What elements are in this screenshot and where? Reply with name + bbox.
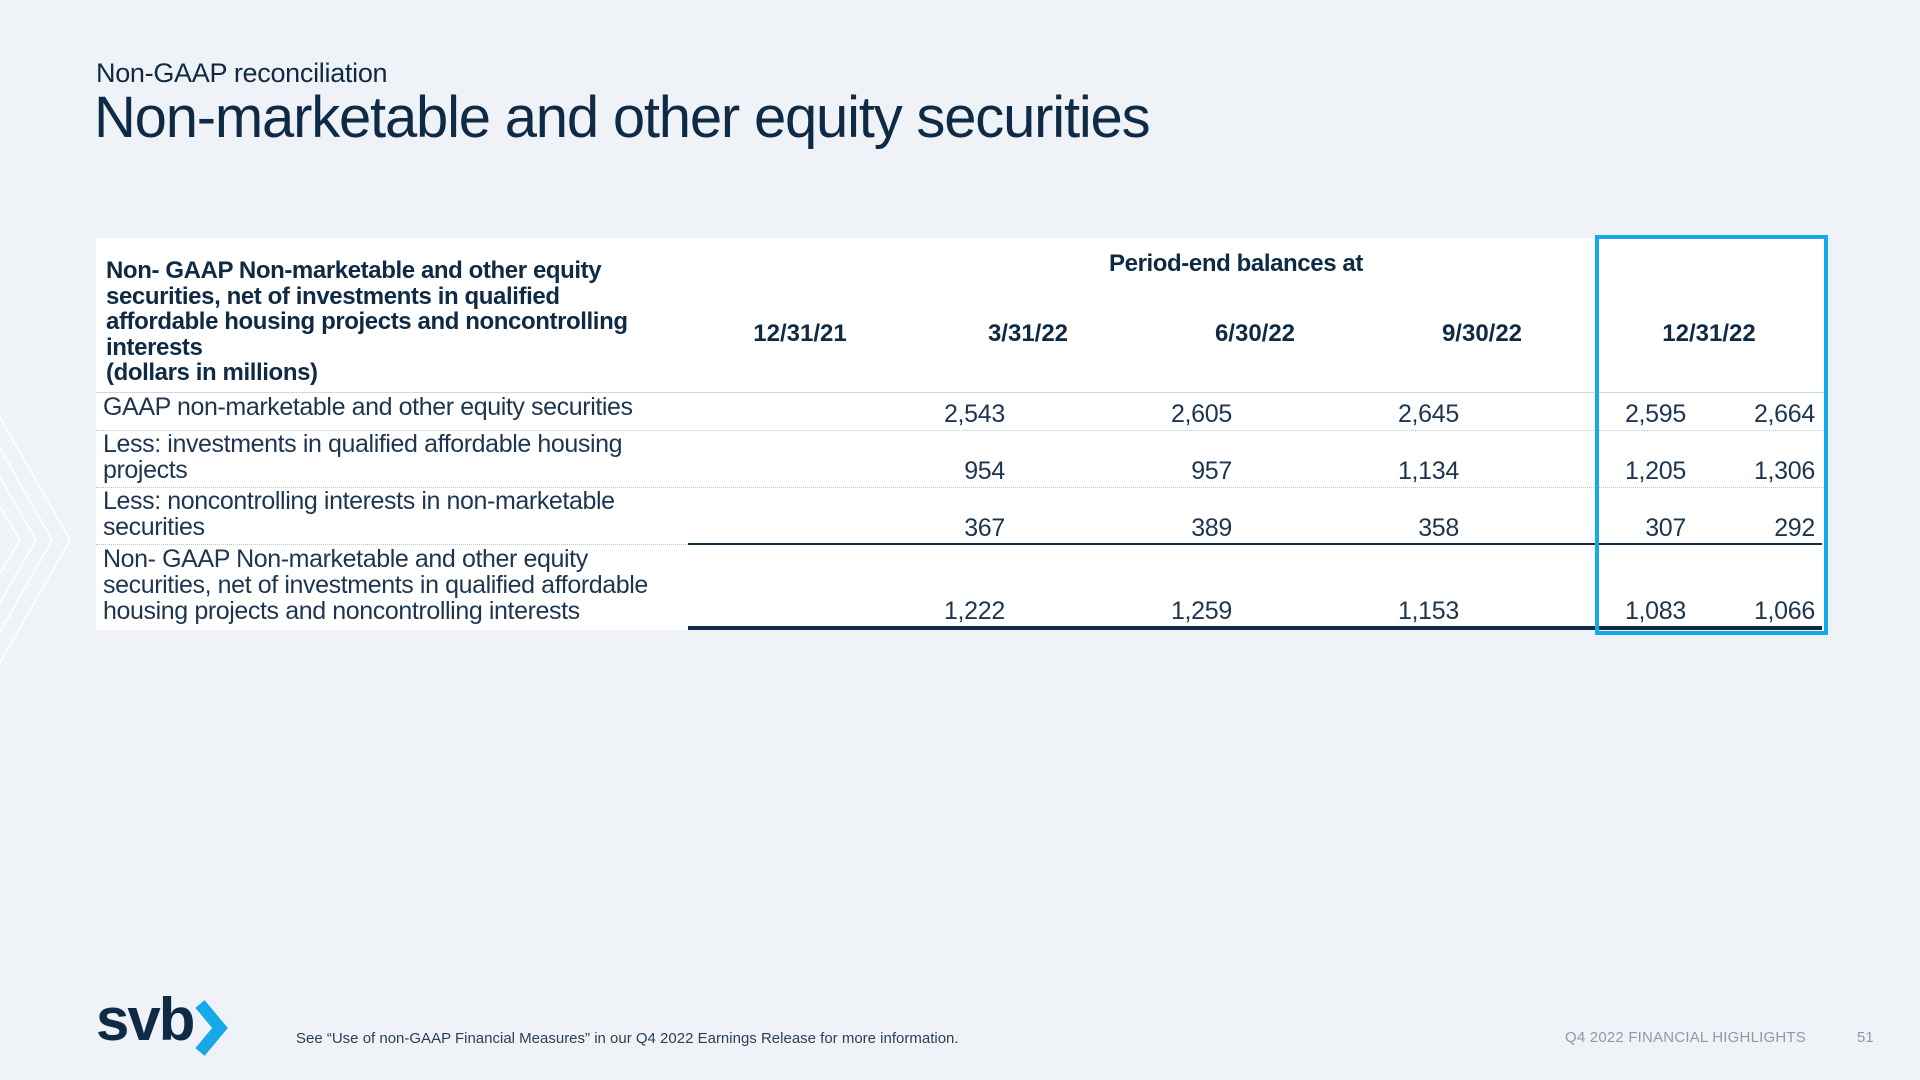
row-label: Less: noncontrolling interests in non-ma… — [103, 488, 688, 540]
logo-wordmark: svb — [96, 990, 194, 1053]
row-label-total: Non- GAAP Non-marketable and other equit… — [103, 546, 688, 624]
row-label-line: Less: noncontrolling interests in non-ma… — [103, 487, 615, 515]
row-label-line: securities — [103, 513, 205, 541]
table-cell: 954 — [964, 457, 1005, 485]
column-header: 12/31/21 — [753, 320, 847, 347]
table-cell: 367 — [964, 514, 1005, 542]
highlighted-column-frame — [1595, 235, 1828, 635]
table-cell-highlighted: 292 — [1774, 514, 1815, 542]
table-cell: 2,605 — [1170, 400, 1232, 428]
row-label-line: projects — [103, 456, 188, 484]
table-cell: 2,595 — [1624, 400, 1686, 428]
svb-logo: svb — [96, 990, 228, 1056]
header-label-line: securities, net of investments in qualif… — [106, 282, 560, 310]
chevron-right-icon — [195, 1000, 228, 1056]
column-header: 3/31/22 — [987, 320, 1069, 347]
row-label: Less: investments in qualified affordabl… — [103, 431, 688, 483]
column-header-highlighted: 12/31/22 — [1662, 320, 1756, 347]
reconciliation-table: Non- GAAP Non-marketable and other equit… — [96, 235, 1828, 635]
table-cell-highlighted: 2,664 — [1753, 400, 1815, 428]
footnote: See “Use of non-GAAP Financial Measures”… — [296, 1030, 959, 1047]
row-label-line: Less: investments in qualified affordabl… — [103, 430, 623, 458]
report-name: Q4 2022 FINANCIAL HIGHLIGHTS — [1565, 1029, 1806, 1046]
table-cell: 1,083 — [1624, 597, 1686, 625]
table-cell: 1,259 — [1170, 597, 1232, 625]
table-cell: 307 — [1645, 514, 1686, 542]
row-divider — [96, 487, 1826, 488]
table-cell-highlighted: 1,306 — [1753, 457, 1815, 485]
table-cell: 957 — [1191, 457, 1232, 485]
table-cell: 1,153 — [1397, 597, 1459, 625]
header-label-line: affordable housing projects and noncontr… — [106, 308, 628, 335]
table-header-label: Non- GAAP Non-marketable and other equit… — [106, 258, 666, 386]
period-header: Period-end balances at — [1109, 250, 1363, 277]
decorative-chevrons — [0, 415, 72, 665]
total-rule — [688, 626, 1822, 630]
header-label-line: (dollars in millions) — [106, 359, 318, 386]
table-cell: 1,134 — [1397, 457, 1459, 485]
row-label: GAAP non-marketable and other equity sec… — [103, 394, 688, 420]
page-number: 51 — [1857, 1029, 1874, 1046]
table-cell: 2,645 — [1397, 400, 1459, 428]
table-cell: 2,543 — [943, 400, 1005, 428]
row-divider — [96, 430, 1826, 431]
header-divider — [96, 392, 1826, 393]
row-label-line: Non- GAAP Non-marketable and other equit… — [103, 545, 588, 573]
table-cell: 1,205 — [1624, 457, 1686, 485]
slide-title: Non-marketable and other equity securiti… — [94, 85, 1151, 150]
column-header: 9/30/22 — [1441, 320, 1523, 347]
subtotal-rule — [688, 543, 1822, 545]
row-label-line: GAAP non-marketable and other equity sec… — [103, 393, 633, 421]
column-header: 6/30/22 — [1214, 320, 1296, 347]
row-label-line: housing projects and noncontrolling inte… — [103, 597, 580, 625]
row-label-line: securities, net of investments in qualif… — [103, 571, 648, 599]
header-label-line: interests — [106, 333, 203, 361]
header-label-line: Non- GAAP Non-marketable and other equit… — [106, 257, 602, 284]
table-cell: 358 — [1418, 514, 1459, 542]
table-cell: 1,222 — [943, 597, 1005, 625]
table-cell: 389 — [1191, 514, 1232, 542]
table-cell-highlighted: 1,066 — [1753, 597, 1815, 625]
slide-supertitle: Non-GAAP reconciliation — [96, 58, 388, 88]
row-divider — [96, 544, 688, 545]
